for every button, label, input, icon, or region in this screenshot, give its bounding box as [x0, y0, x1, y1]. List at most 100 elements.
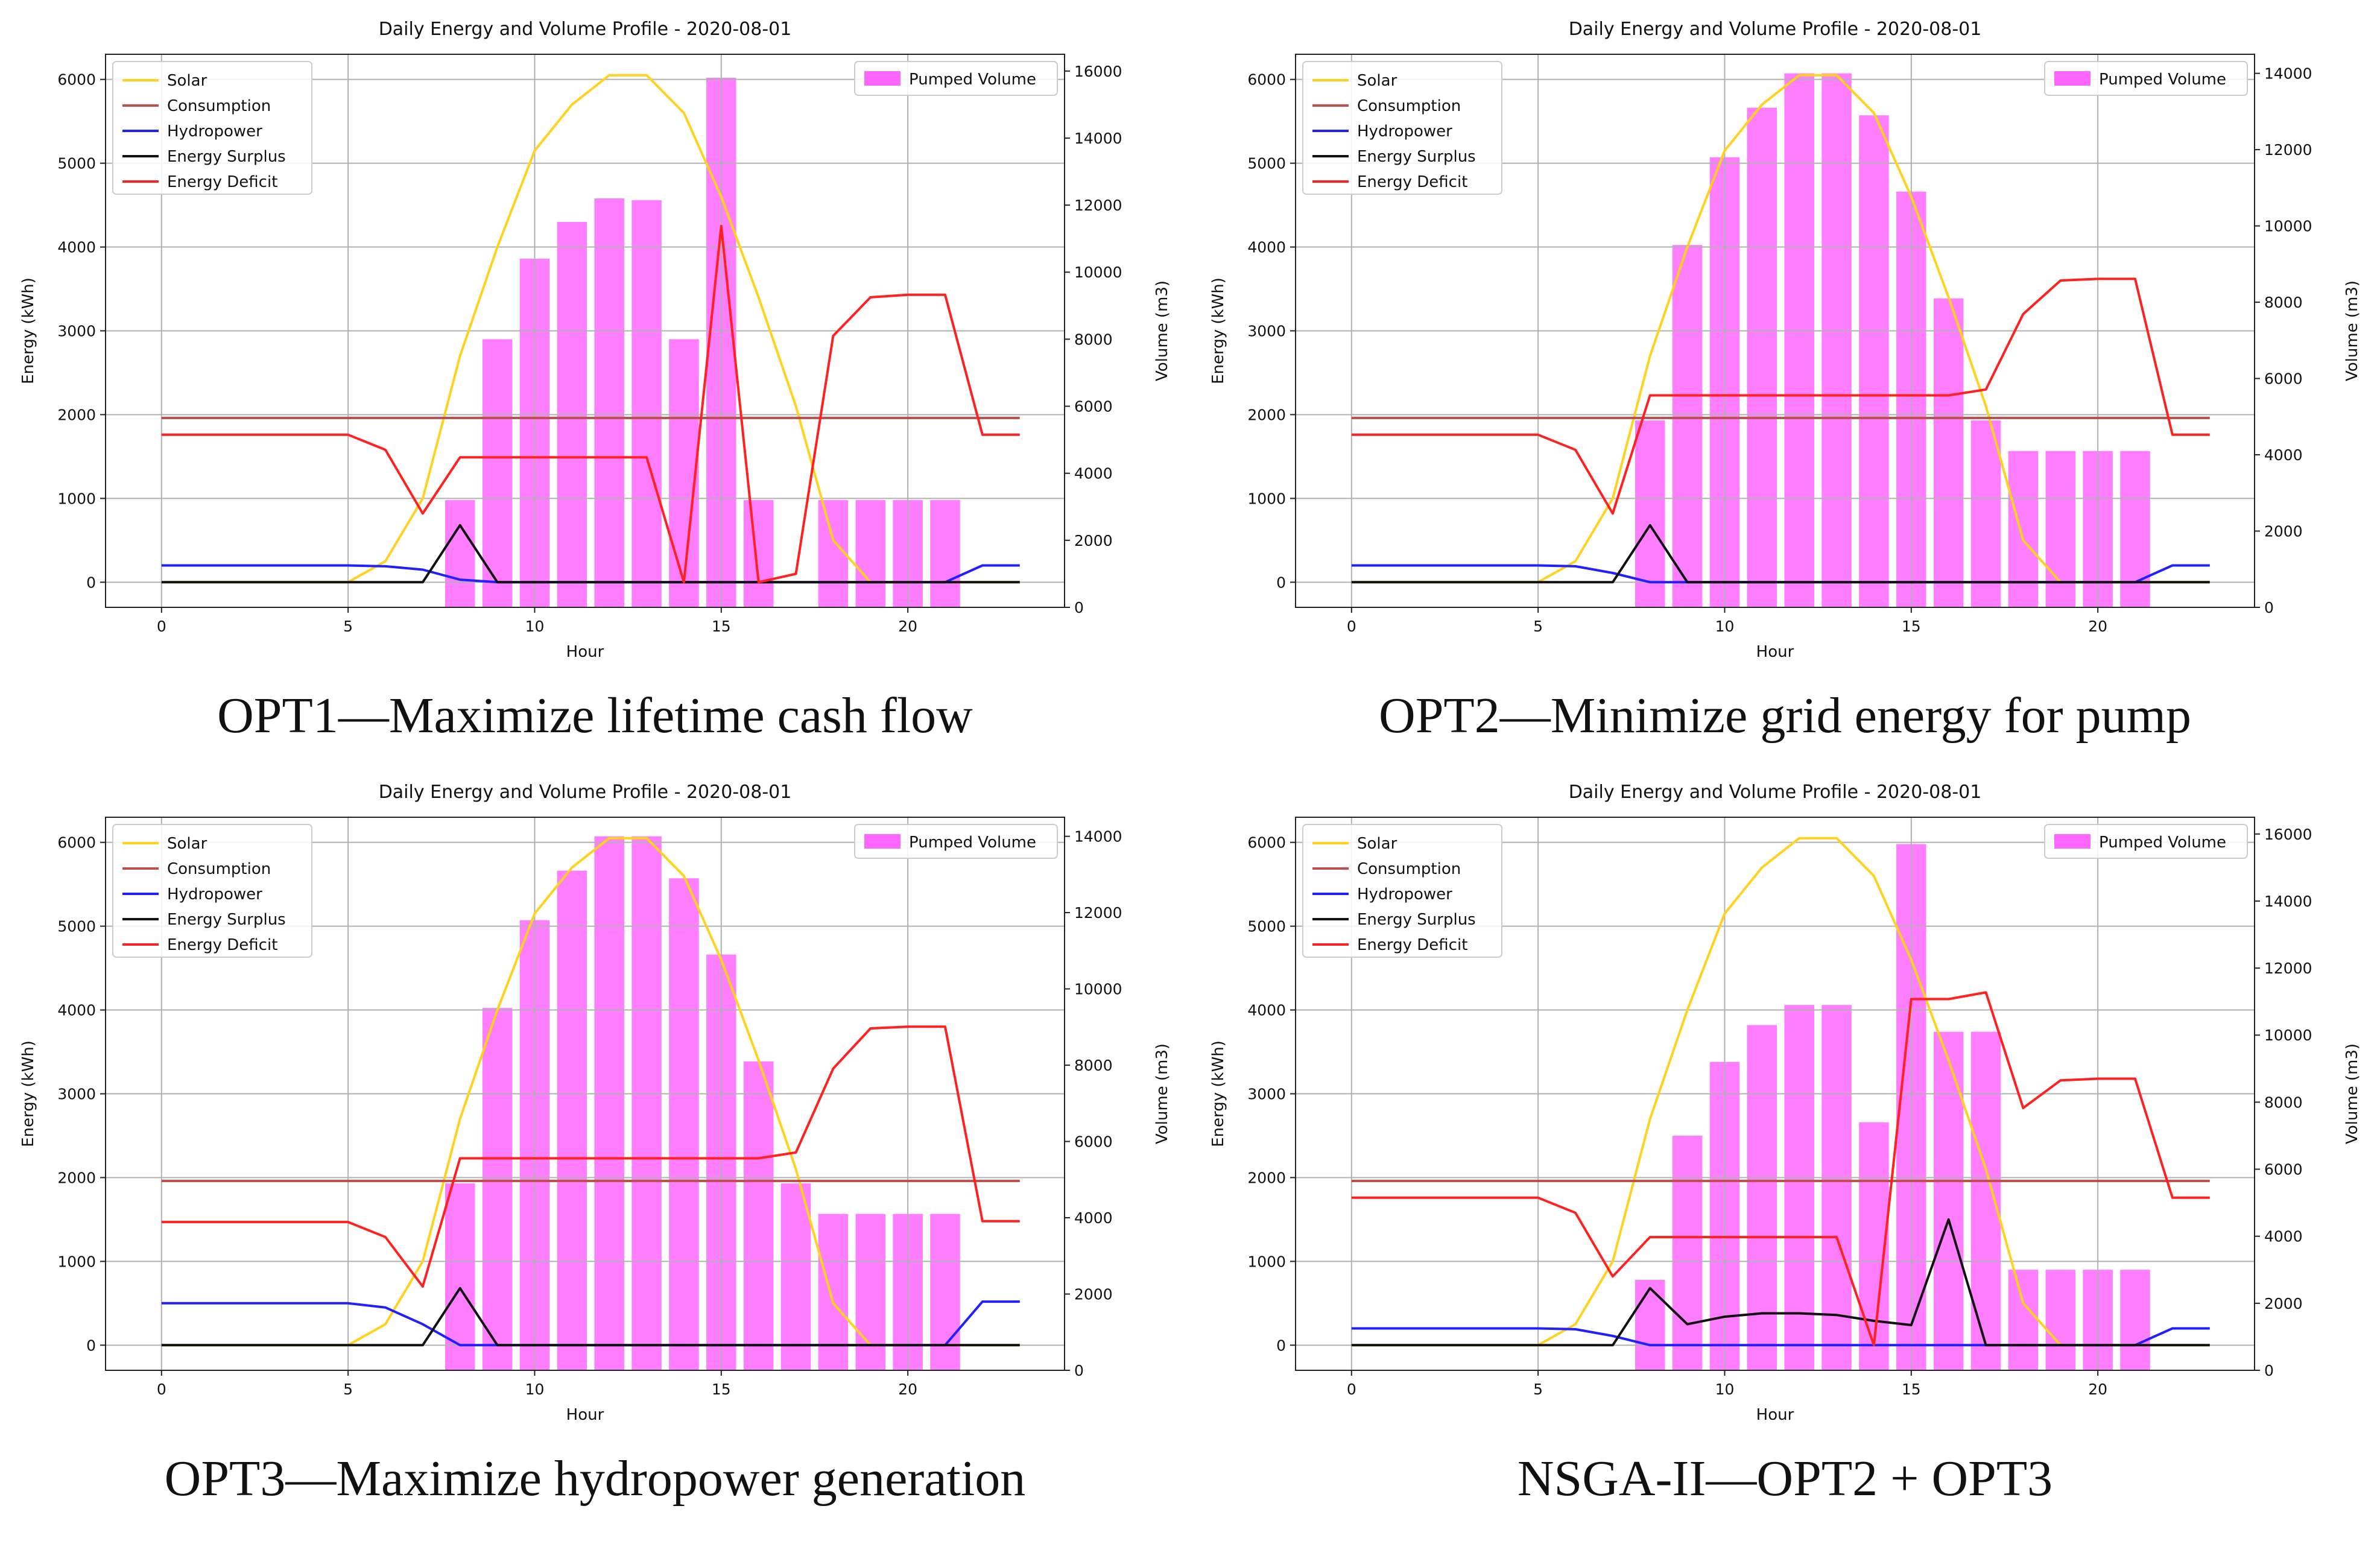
y-tick-label: 4000 [1247, 239, 1286, 256]
legend-label-hydropower: Hydropower [167, 885, 262, 903]
legend-label-energy-surplus: Energy Surplus [167, 148, 286, 166]
y-tick-label: 3000 [1247, 1086, 1286, 1103]
bar-pumped-volume-hour-19 [855, 500, 886, 607]
y-axis-label: Energy (kWh) [19, 277, 37, 384]
series-line-energy-deficit [161, 224, 1020, 584]
y-tick-label: 1000 [1247, 1253, 1286, 1270]
legend-swatch-pumped-volume [2054, 834, 2090, 849]
legend-bars-box [854, 824, 1058, 859]
y2-tick-label: 0 [1074, 1362, 1084, 1379]
legend-lines-box [1302, 824, 1502, 958]
x-tick-label: 15 [1902, 1381, 1921, 1398]
legend-lines: Solar Consumption Hydropower Energy Surplus… [1302, 824, 1502, 958]
y-tick-label: 5000 [57, 918, 96, 935]
y-tick-label: 2000 [1247, 1169, 1286, 1186]
y2-tick-label: 2000 [1074, 1286, 1113, 1303]
bar-pumped-volume-hour-14 [669, 339, 699, 607]
legend-label-hydropower: Hydropower [167, 122, 262, 141]
y-tick-label: 3000 [1247, 323, 1286, 340]
bar-pumped-volume-hour-9 [1672, 245, 1703, 607]
x-tick-label: 0 [157, 618, 166, 635]
series-line-energy-surplus [161, 524, 1020, 584]
y2-tick-label: 6000 [2264, 1161, 2303, 1179]
y2-tick-label: 4000 [2264, 446, 2303, 464]
bar-pumped-volume-hour-11 [557, 870, 587, 1370]
x-tick-label: 10 [525, 1381, 545, 1398]
legend-label-pumped-volume: Pumped Volume [909, 834, 1036, 852]
bar-pumped-volume-hour-16 [743, 500, 774, 607]
y2-tick-label: 0 [2264, 1362, 2274, 1379]
legend-lines-box [112, 824, 312, 958]
series-line-energy-deficit [1351, 277, 2210, 515]
y2-tick-label: 8000 [1074, 331, 1113, 348]
y2-tick-label: 14000 [1074, 828, 1122, 846]
x-axis-label: Hour [566, 643, 604, 661]
y2-tick-label: 12000 [1074, 197, 1122, 214]
bar-pumped-volume-hour-13 [631, 836, 662, 1370]
legend-label-consumption: Consumption [1357, 97, 1461, 115]
legend-lines-box [112, 61, 312, 195]
y2-tick-label: 4000 [1074, 465, 1113, 483]
legend-lines: Solar Consumption Hydropower Energy Surplus… [112, 61, 312, 195]
chart-title: Daily Energy and Volume Profile - 2020-0… [379, 782, 792, 803]
legend-label-consumption: Consumption [1357, 860, 1461, 878]
chart-opt3: Daily Energy and Volume Profile - 2020-0… [19, 782, 1171, 1424]
y2-tick-label: 14000 [2264, 65, 2312, 83]
y2-axis-label: Volume (m3) [1153, 280, 1171, 381]
bar-pumped-volume-hour-19 [855, 1213, 886, 1370]
chart-opt1: Daily Energy and Volume Profile - 2020-0… [19, 19, 1171, 661]
y-tick-label: 6000 [57, 834, 96, 852]
y-tick-label: 2000 [57, 406, 96, 423]
bar-pumped-volume-hour-16 [1933, 1031, 1964, 1370]
y2-tick-label: 0 [2264, 599, 2274, 616]
chart-title: Daily Energy and Volume Profile - 2020-0… [379, 19, 792, 40]
bar-pumped-volume-hour-11 [1747, 107, 1777, 607]
chart-panel-opt3: Daily Energy and Volume Profile - 2020-0… [0, 763, 1190, 1526]
y-tick-label: 3000 [57, 323, 96, 340]
bar-pumped-volume-hour-21 [930, 500, 960, 607]
x-axis-label: Hour [566, 1406, 604, 1424]
legend-label-solar: Solar [167, 835, 207, 853]
chart-panel-nsga: Daily Energy and Volume Profile - 2020-0… [1190, 763, 2380, 1526]
x-tick-label: 15 [1902, 618, 1921, 635]
y2-tick-label: 16000 [1074, 63, 1122, 80]
series-line-hydropower [1351, 564, 2210, 584]
legend-label-energy-surplus: Energy Surplus [1357, 148, 1476, 166]
bar-pumped-volume-hour-13 [631, 200, 662, 608]
y-tick-label: 2000 [1247, 406, 1286, 423]
legend-label-pumped-volume: Pumped Volume [909, 71, 1036, 89]
series-line-energy-deficit [161, 1025, 1020, 1288]
chart-title: Daily Energy and Volume Profile - 2020-0… [1569, 19, 1982, 40]
legend-label-energy-surplus: Energy Surplus [1357, 911, 1476, 929]
chart-panel-opt1: Daily Energy and Volume Profile - 2020-0… [0, 0, 1190, 763]
bar-pumped-volume-hour-8 [1635, 1279, 1665, 1370]
y-axis-label: Energy (kWh) [1209, 277, 1227, 384]
y2-tick-label: 10000 [2264, 218, 2312, 235]
legend-lines: Solar Consumption Hydropower Energy Surplus… [1302, 61, 1502, 195]
caption-opt3: OPT3—Maximize hydropower generation [164, 1451, 1026, 1507]
y2-tick-label: 14000 [1074, 130, 1122, 147]
bar-pumped-volume-hour-8 [1635, 420, 1665, 607]
y2-axis-label: Volume (m3) [1153, 1043, 1171, 1144]
bar-pumped-volume-hour-16 [743, 1061, 774, 1370]
series-line-hydropower [1351, 1327, 2210, 1347]
y-tick-label: 3000 [57, 1086, 96, 1103]
legend-bars: Pumped Volume [854, 61, 1058, 96]
series-line-hydropower [161, 1300, 1020, 1347]
legend-bars-box [2044, 824, 2248, 859]
legend-lines: Solar Consumption Hydropower Energy Surplus… [112, 824, 312, 958]
bar-pumped-volume-hour-13 [1821, 1005, 1852, 1370]
y2-tick-label: 12000 [2264, 960, 2312, 977]
bar-pumped-volume-hour-9 [482, 339, 513, 607]
y2-tick-label: 10000 [1074, 981, 1122, 998]
series-line-energy-deficit [1351, 991, 2210, 1347]
y-axis-label: Energy (kWh) [19, 1040, 37, 1147]
series-line-energy-surplus [1351, 1218, 2210, 1347]
legend-bars-box [2044, 61, 2248, 96]
bar-pumped-volume-hour-8 [445, 500, 475, 607]
x-tick-label: 20 [2088, 1381, 2107, 1398]
x-tick-label: 5 [1533, 1381, 1543, 1398]
legend-label-solar: Solar [1357, 72, 1397, 90]
legend-label-hydropower: Hydropower [1357, 122, 1452, 141]
bar-pumped-volume-hour-19 [2045, 1270, 2076, 1370]
